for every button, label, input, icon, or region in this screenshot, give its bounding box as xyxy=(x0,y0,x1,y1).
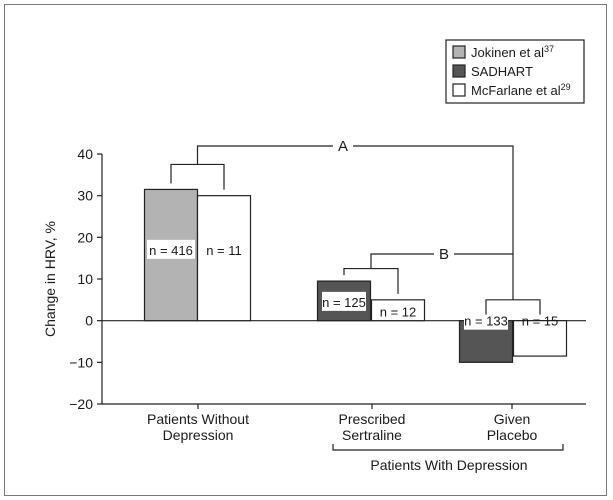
y-tick-label: 20 xyxy=(77,229,93,245)
legend-label-superscript: 37 xyxy=(544,44,554,54)
y-tick-label: −20 xyxy=(69,396,93,412)
x-category-label: Patients Without xyxy=(147,411,249,427)
x-category-label: Given xyxy=(494,411,531,427)
bar-mcfarlane-et-al xyxy=(512,320,568,357)
n-label: n = 11 xyxy=(206,243,242,258)
legend-label: McFarlane et al29 xyxy=(471,82,571,98)
y-tick-label: 0 xyxy=(85,313,93,329)
n-label: n = 15 xyxy=(522,314,559,329)
n-label-box xyxy=(147,239,195,259)
comparison-a-label: A xyxy=(338,138,348,155)
legend-swatch xyxy=(452,45,466,59)
legend-label-text: Jokinen et al xyxy=(471,45,544,60)
n-label: n = 416 xyxy=(149,243,193,258)
legend-box xyxy=(445,39,585,104)
y-tick-label: 30 xyxy=(77,188,93,204)
group-label: Patients With Depression xyxy=(370,457,527,473)
n-label-box xyxy=(464,310,508,330)
x-category-label: Depression xyxy=(163,427,234,443)
x-category-label: Placebo xyxy=(487,427,538,443)
pair-bracket xyxy=(170,163,225,190)
legend-label: Jokinen et al37 xyxy=(471,44,554,60)
n-label: n = 125 xyxy=(322,295,366,310)
n-label: n = 133 xyxy=(464,314,508,329)
legend-label-superscript: 29 xyxy=(561,82,571,92)
y-tick-label: −10 xyxy=(69,354,93,370)
n-label-box xyxy=(322,291,366,311)
group-bracket xyxy=(332,444,564,451)
legend-swatch xyxy=(452,83,466,97)
x-category-label: Prescribed xyxy=(339,411,406,427)
comparison-b-line-left xyxy=(370,253,434,269)
legend-label: SADHART xyxy=(471,64,533,79)
y-axis-title: Change in HRV, % xyxy=(42,221,58,337)
legend-swatch xyxy=(452,64,466,78)
comparison-a-line-left xyxy=(196,145,333,165)
comparison-a-line-right xyxy=(353,145,514,300)
bar-mcfarlane-et-al xyxy=(196,195,252,322)
y-tick-label: 40 xyxy=(77,146,93,162)
x-category-label: Sertraline xyxy=(342,427,402,443)
y-tick-label: 10 xyxy=(77,271,93,287)
legend-label-text: McFarlane et al xyxy=(471,83,561,98)
legend-label-text: SADHART xyxy=(471,64,533,79)
bar-mcfarlane-et-al xyxy=(370,299,426,322)
n-label: n = 12 xyxy=(380,304,417,319)
comparison-b-label: B xyxy=(439,246,449,263)
